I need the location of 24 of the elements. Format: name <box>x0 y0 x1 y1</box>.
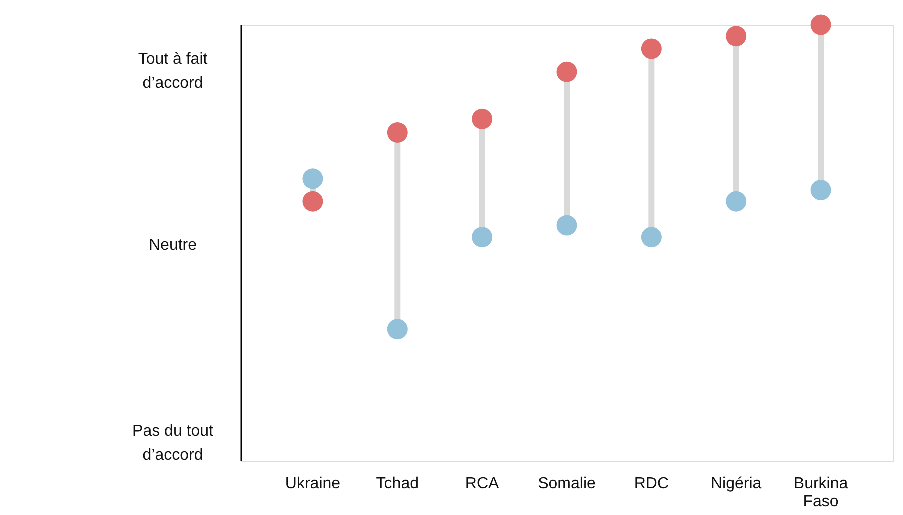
point <box>387 122 408 143</box>
x-tick-label: RCA <box>465 476 500 492</box>
point <box>641 38 662 60</box>
point <box>387 319 408 340</box>
point <box>726 191 747 212</box>
point <box>302 168 324 190</box>
point <box>810 180 832 200</box>
point <box>726 26 747 47</box>
point <box>472 108 493 130</box>
x-tick-label: Somalie <box>538 476 596 492</box>
point <box>302 191 324 212</box>
x-tick-label: RDC <box>634 476 670 492</box>
point <box>641 227 662 248</box>
x-tick-label: Nigéria <box>711 476 762 492</box>
x-tick-label: Burkina Faso <box>794 476 848 510</box>
text: Tout à fait d’accord <box>138 51 208 92</box>
point <box>810 14 832 36</box>
x-tick-label: Tchad <box>376 476 419 492</box>
text: Neutre <box>148 237 198 254</box>
point <box>472 227 493 248</box>
point <box>556 215 578 236</box>
text: Pas du tout d’accord <box>132 423 214 464</box>
point <box>556 62 578 82</box>
x-tick-label: Ukraine <box>285 476 341 492</box>
